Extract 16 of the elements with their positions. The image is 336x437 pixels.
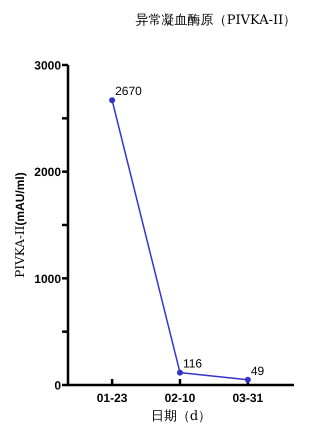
y-tick-label: 3000 bbox=[34, 58, 62, 72]
data-label: 2670 bbox=[115, 84, 142, 98]
x-tick-label: 03-31 bbox=[232, 391, 264, 405]
point bbox=[244, 376, 251, 383]
point bbox=[109, 97, 116, 104]
point bbox=[176, 370, 183, 376]
title: 异常凝血酶原（PIVKA-II） bbox=[136, 13, 296, 28]
data-label: 49 bbox=[250, 364, 265, 378]
xlabel: 日期（d） bbox=[150, 409, 212, 424]
ylabel: PIVKA-II(mAU/ml) bbox=[13, 172, 27, 278]
y-tick-label: 1000 bbox=[34, 272, 62, 286]
y-tick-label: 2000 bbox=[34, 165, 62, 180]
x-tick-label: 02-10 bbox=[164, 391, 196, 405]
y-tick-label: 0 bbox=[54, 378, 62, 392]
data-label: 116 bbox=[182, 356, 202, 371]
x-tick-label: 01-23 bbox=[96, 391, 128, 405]
